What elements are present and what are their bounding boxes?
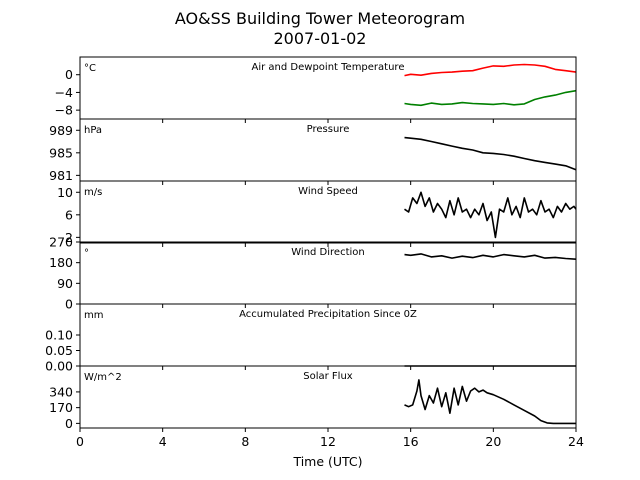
panel-4-series-1-line — [404, 253, 577, 260]
y-tick-label: 981 — [49, 168, 73, 183]
panel-3-unit: m/s — [84, 187, 102, 198]
y-tick-label: 6 — [65, 207, 73, 222]
x-tick-label: 16 — [403, 434, 419, 449]
y-tick-label: 0.05 — [45, 343, 73, 358]
x-tick-label: 8 — [241, 434, 249, 449]
y-tick-label: 0 — [65, 416, 73, 431]
y-tick-label: 340 — [49, 384, 73, 399]
y-tick-label: 0.00 — [45, 359, 73, 374]
y-tick-label: 90 — [57, 276, 73, 291]
x-tick-label: 24 — [568, 434, 584, 449]
panel-1-series-2-line — [404, 89, 577, 107]
panel-6-title: Solar Flux — [303, 371, 353, 382]
panel-5-title: Accumulated Precipitation Since 0Z — [239, 309, 417, 320]
x-tick-label: 0 — [76, 434, 84, 449]
chart-date: 2007-01-02 — [274, 29, 367, 48]
y-tick-label: 170 — [49, 400, 73, 415]
x-axis-label: Time (UTC) — [292, 454, 362, 469]
panel-1-series-1-line — [404, 63, 577, 77]
panel-4-unit: ° — [84, 248, 89, 259]
panel-1-unit: °C — [84, 63, 96, 74]
panels-group: 0 −4 −8 °C Air and Dewpoint Temperature 989 98… — [45, 56, 584, 449]
y-tick-label: 989 — [49, 123, 73, 138]
y-tick-label: −8 — [55, 103, 73, 118]
panel-5-unit: mm — [84, 310, 103, 321]
y-tick-label: 0 — [65, 297, 73, 312]
y-tick-label: −4 — [55, 85, 73, 100]
y-tick-label: 2 — [65, 230, 73, 245]
y-tick-label: 0.10 — [45, 328, 73, 343]
panel-3-series-1-line — [404, 191, 577, 239]
y-tick-label: 180 — [49, 255, 73, 270]
panel-3-title: Wind Speed — [298, 186, 358, 197]
y-tick-label: 0 — [65, 67, 73, 82]
panel-2-unit: hPa — [84, 125, 102, 136]
panel-3: 10 6 2 m/s Wind Speed — [57, 180, 577, 247]
x-tick-label: 4 — [159, 434, 167, 449]
panel-5: 0.100.050.00 mm Accumulated Precipitation … — [45, 303, 577, 374]
y-tick-label: 270 — [49, 235, 73, 250]
panel-1-title: Air and Dewpoint Temperature — [252, 62, 405, 73]
x-tick-label: 12 — [320, 434, 336, 449]
panel-6-series-1-line — [404, 379, 576, 425]
panel-6-unit: W/m^2 — [84, 372, 122, 383]
panel-2-title: Pressure — [307, 124, 350, 135]
y-tick-label: 10 — [57, 185, 73, 200]
panel-2-series-1-line — [404, 136, 577, 171]
panel-4-title: Wind Direction — [291, 247, 365, 258]
chart-title: AO&SS Building Tower Meteorogram — [175, 9, 465, 28]
y-tick-label: 985 — [49, 145, 73, 160]
x-tick-label: 20 — [485, 434, 501, 449]
